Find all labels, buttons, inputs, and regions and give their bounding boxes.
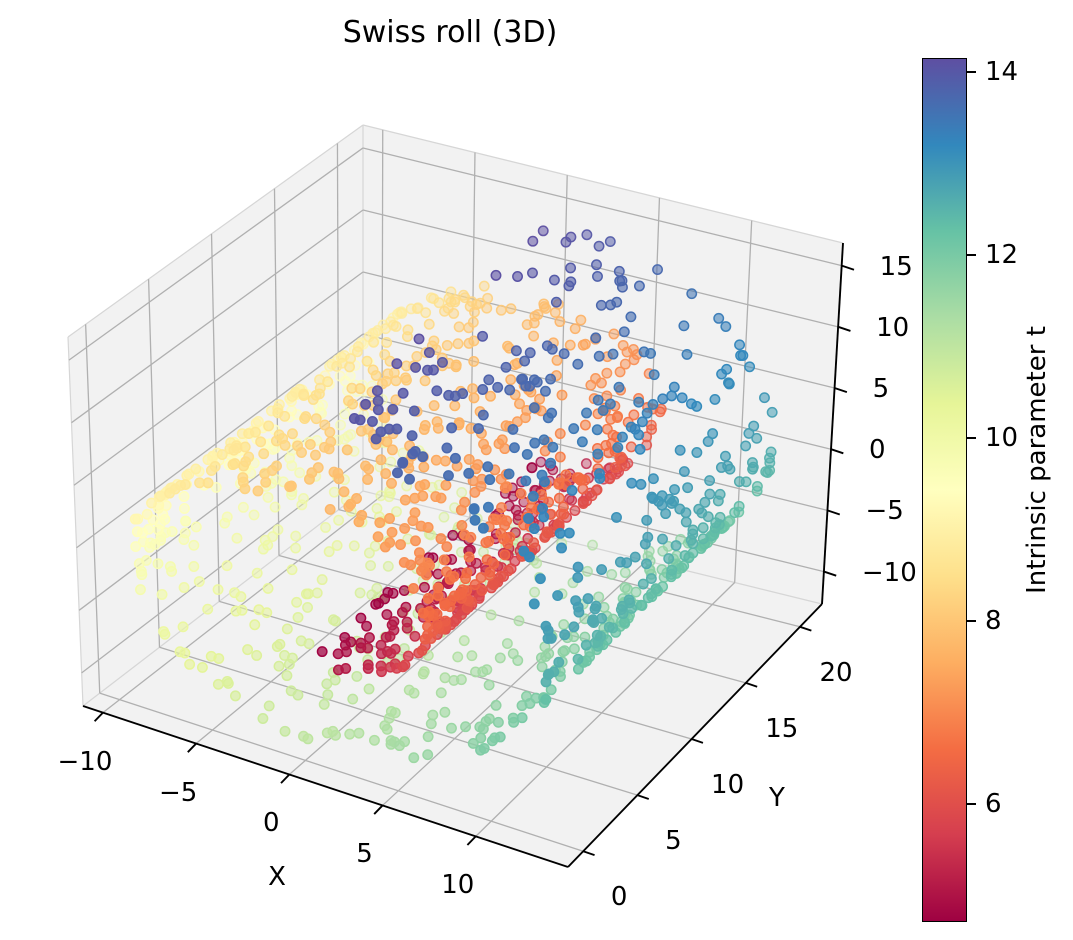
- colorbar-tick-dash: [967, 254, 976, 256]
- y-tick-label: 5: [665, 826, 682, 857]
- colorbar-tick-label: 8: [985, 606, 1002, 637]
- colorbar-tick-dash: [967, 437, 976, 439]
- y-tick-label: 0: [610, 882, 628, 913]
- colorbar-tick-dash: [967, 803, 976, 806]
- z-tick-label: 0: [869, 435, 886, 466]
- z-tick-label: 5: [872, 374, 890, 404]
- colorbar-tick-label: 12: [985, 240, 1019, 271]
- colorbar-tick-label: 6: [985, 789, 1002, 820]
- x-axis-label: X: [268, 862, 286, 892]
- x-tick-label: 5: [356, 839, 373, 870]
- colorbar-tick-dash: [967, 71, 976, 73]
- colorbar-tick-label: 10: [985, 423, 1019, 454]
- colorbar-tick-label: 14: [985, 57, 1019, 87]
- y-tick-label: 20: [819, 657, 853, 688]
- x-tick-label: 10: [441, 870, 475, 901]
- x-tick-label: −10: [57, 746, 113, 777]
- y-axis-label: Y: [769, 783, 785, 813]
- z-tick-label: −10: [861, 557, 917, 588]
- colorbar: [922, 58, 967, 922]
- chart-title: Swiss roll (3D): [342, 15, 558, 50]
- x-tick-label: 0: [263, 808, 280, 839]
- z-tick-label: 10: [876, 312, 910, 343]
- z-tick-label: 15: [879, 251, 913, 282]
- colorbar-label: Intrinsic parameter t: [1022, 326, 1052, 594]
- y-tick-label: 10: [711, 770, 745, 801]
- z-tick-label: −5: [865, 496, 904, 527]
- colorbar-tick-dash: [967, 620, 976, 622]
- y-tick-label: 15: [765, 713, 799, 744]
- x-tick-label: −5: [158, 777, 198, 808]
